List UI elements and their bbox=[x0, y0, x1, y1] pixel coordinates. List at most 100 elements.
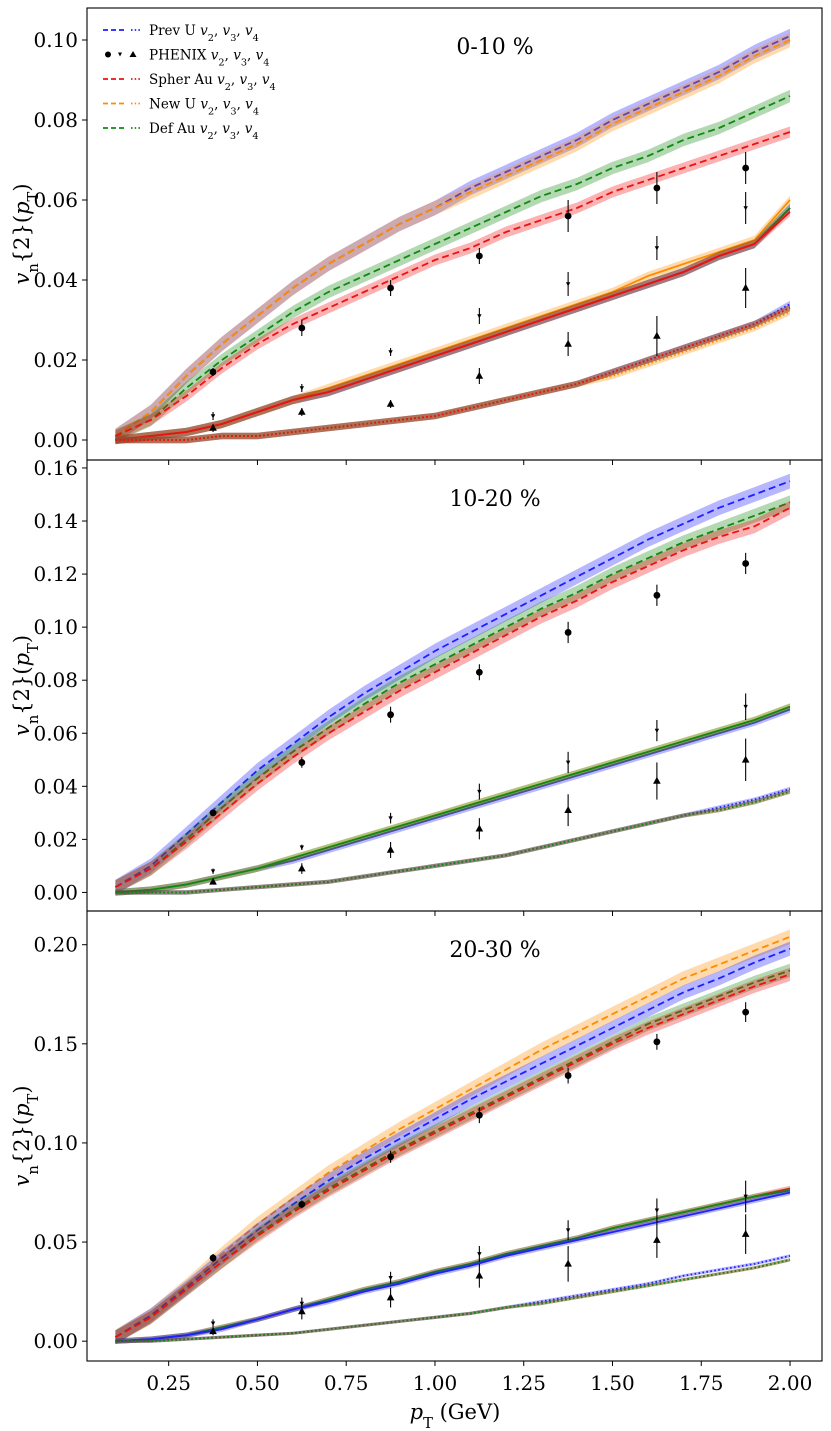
series-prev_u-v2 bbox=[114, 473, 791, 895]
legend-label: Spher Au v2, v3, v4 bbox=[149, 72, 276, 93]
y-axis-label: vn{2}(pT) bbox=[10, 1085, 42, 1186]
centrality-label: 20-30 % bbox=[449, 938, 540, 963]
phenix-v4-point bbox=[386, 1287, 395, 1308]
legend-label: PHENIX v2, v3, v4 bbox=[149, 48, 269, 69]
phenix-v3-point bbox=[654, 1198, 660, 1223]
phenix-v4-point bbox=[475, 368, 484, 384]
line-prev_u-v2 bbox=[114, 480, 791, 888]
panels-layer: 0.000.020.040.060.080.10 0-10 %vn{2}(pT)0… bbox=[10, 7, 823, 1395]
x-tick-label: 1.50 bbox=[590, 1371, 635, 1395]
y-axis-label: vn{2}(pT) bbox=[10, 635, 42, 736]
y-tick-label: 0.08 bbox=[33, 668, 78, 692]
phenix-v3-point bbox=[388, 348, 393, 356]
band-new_u-v2 bbox=[115, 32, 790, 444]
phenix-v2-point bbox=[387, 1150, 394, 1163]
series-def_au-v4 bbox=[115, 1258, 791, 1343]
panel-frame bbox=[86, 910, 823, 1362]
legend-entry: PHENIX v2, v3, v4 bbox=[105, 48, 269, 69]
panel-3: 0.00 0.05 0.10 0.15 0.20 0.25 0.50 0.75 1.00 1.25… bbox=[10, 910, 823, 1395]
y-tick-label: 0.10 bbox=[33, 28, 78, 52]
phenix-v4-point bbox=[475, 1263, 484, 1288]
line-def_au-v2 bbox=[114, 501, 791, 888]
y-tick-label: 0.00 bbox=[33, 880, 78, 904]
phenix-v4-point bbox=[298, 863, 306, 874]
phenix-v2-point bbox=[298, 320, 306, 336]
line-prev_u-v3 bbox=[115, 207, 791, 441]
band-def_au-v2 bbox=[115, 89, 790, 443]
y-tick-label: 0.08 bbox=[33, 108, 78, 132]
band-prev_u-v2 bbox=[115, 28, 790, 444]
y-tick-label: 0.05 bbox=[33, 1230, 78, 1254]
phenix-v2-point bbox=[742, 1002, 750, 1023]
panel-1: 0.00 0.02 0.04 0.06 0.08 0.10 0-10 % vn{2}(pT) bbox=[10, 7, 823, 465]
y-tick-label: 0.10 bbox=[33, 615, 78, 639]
y-tick-label: 0.10 bbox=[33, 1131, 78, 1155]
phenix-v4-point bbox=[564, 794, 572, 827]
x-tick-label: 0.75 bbox=[324, 1371, 369, 1395]
phenix-v3-point bbox=[388, 1271, 393, 1284]
x-tick-label: 1.00 bbox=[413, 1371, 458, 1395]
phenix-points bbox=[209, 552, 750, 885]
phenix-v4-point bbox=[564, 1246, 572, 1282]
line-def_au-v2 bbox=[115, 95, 791, 437]
phenix-v2-point bbox=[387, 706, 394, 723]
phenix-v4-point bbox=[653, 1222, 661, 1258]
x-tick-label: 1.75 bbox=[679, 1371, 724, 1395]
phenix-v3-point bbox=[210, 1319, 216, 1328]
line-def_au-v3 bbox=[115, 705, 791, 894]
y-tick-label: 0.02 bbox=[33, 827, 78, 851]
band-prev_u-v2 bbox=[115, 941, 790, 1345]
x-axis-label: pT (GeV) bbox=[410, 1400, 501, 1431]
phenix-v3-point bbox=[743, 192, 748, 224]
phenix-v3-point bbox=[388, 812, 393, 824]
phenix-v2-point bbox=[209, 1253, 217, 1262]
phenix-v3-point bbox=[477, 783, 482, 800]
y-tick-label: 0.00 bbox=[33, 1329, 78, 1353]
phenix-points bbox=[209, 1002, 750, 1336]
line-new_u-v2 bbox=[114, 39, 791, 437]
series-spher_au-v2 bbox=[114, 500, 791, 894]
legend-entry: Def Au v2, v3, v4 bbox=[103, 121, 259, 142]
series-def_au-v3 bbox=[115, 703, 791, 896]
phenix-v2-point bbox=[564, 200, 572, 232]
phenix-v4-point bbox=[564, 332, 572, 356]
legend-label: Def Au v2, v3, v4 bbox=[149, 121, 259, 142]
line-def_au-v2 bbox=[114, 969, 791, 1338]
phenix-v4-point bbox=[209, 423, 217, 432]
x-tick-label: 0.50 bbox=[235, 1371, 280, 1395]
legend-label: Prev U v2, v3, v4 bbox=[149, 23, 259, 44]
phenix-v4-point bbox=[386, 399, 395, 408]
series-def_au-v2 bbox=[114, 963, 791, 1344]
y-tick-label: 0.15 bbox=[33, 1032, 78, 1056]
phenix-v2-point bbox=[475, 664, 483, 681]
series-prev_u-v2 bbox=[114, 941, 791, 1345]
line-spher_au-v2 bbox=[114, 973, 791, 1338]
y-tick-label: 0.16 bbox=[33, 456, 78, 480]
series-spher_au-v2 bbox=[114, 967, 791, 1344]
phenix-v4-point bbox=[653, 762, 661, 800]
y-tick-label: 0.00 bbox=[33, 428, 78, 452]
y-tick-label: 0.12 bbox=[33, 562, 78, 586]
phenix-v2-point bbox=[475, 248, 483, 264]
phenix-v3-point bbox=[299, 384, 305, 392]
x-tick-label: 1.25 bbox=[501, 1371, 546, 1395]
phenix-v2-point bbox=[742, 552, 750, 575]
band-def_au-v2 bbox=[115, 495, 790, 895]
phenix-v2-point bbox=[475, 1107, 483, 1124]
series-def_au-v2 bbox=[114, 495, 791, 895]
y-tick-label: 0.20 bbox=[33, 933, 78, 957]
band-spher_au-v2 bbox=[115, 967, 790, 1344]
band-spher_au-v3 bbox=[115, 207, 790, 445]
x-tick-label: 0.25 bbox=[146, 1371, 191, 1395]
phenix-v4-point bbox=[741, 1214, 750, 1254]
phenix-v4-point bbox=[741, 268, 750, 308]
line-spher_au-v3 bbox=[115, 211, 791, 441]
line-def_au-v4 bbox=[115, 1259, 791, 1343]
y-tick-label: 0.04 bbox=[33, 268, 78, 292]
phenix-v3-point bbox=[477, 308, 482, 324]
phenix-v4-point bbox=[298, 407, 306, 416]
phenix-v4-point bbox=[386, 842, 395, 858]
plot-area bbox=[114, 473, 791, 896]
plot-area bbox=[114, 28, 791, 445]
